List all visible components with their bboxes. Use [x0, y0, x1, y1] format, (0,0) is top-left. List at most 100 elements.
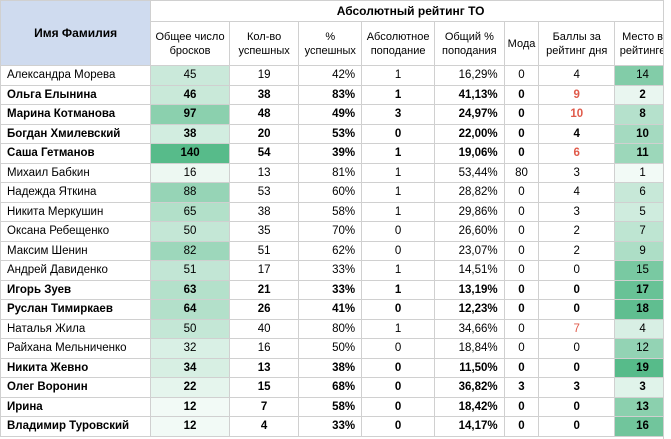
cell-success-pct[interactable]: 41%: [298, 299, 363, 320]
cell-name[interactable]: Ирина: [0, 396, 152, 417]
cell-abs-hit[interactable]: 0: [361, 396, 436, 417]
cell-success[interactable]: 16: [228, 338, 300, 359]
cell-abs-hit[interactable]: 1: [361, 65, 436, 86]
cell-abs-hit[interactable]: 0: [361, 299, 436, 320]
cell-success-pct[interactable]: 49%: [298, 104, 363, 125]
cell-throws[interactable]: 50: [150, 221, 230, 242]
cell-name[interactable]: Руслан Тимиркаев: [0, 299, 152, 320]
cell-score[interactable]: 0: [538, 338, 616, 359]
cell-name[interactable]: Никита Жевно: [0, 357, 152, 378]
header-abs-hit[interactable]: Абсолютное поподание: [361, 21, 436, 66]
cell-mode[interactable]: 0: [503, 65, 540, 86]
cell-name[interactable]: Оксана Ребещенко: [0, 221, 152, 242]
cell-name[interactable]: Наталья Жила: [0, 318, 152, 339]
cell-name[interactable]: Надежда Яткина: [0, 182, 152, 203]
cell-score[interactable]: 3: [538, 201, 616, 222]
header-success[interactable]: Кол-во успешных: [228, 21, 300, 66]
cell-score[interactable]: 0: [538, 260, 616, 281]
cell-throws[interactable]: 34: [150, 357, 230, 378]
cell-throws[interactable]: 12: [150, 396, 230, 417]
cell-name[interactable]: Олег Воронин: [0, 377, 152, 398]
cell-throws[interactable]: 45: [150, 65, 230, 86]
cell-mode[interactable]: 0: [503, 318, 540, 339]
cell-abs-hit[interactable]: 0: [361, 221, 436, 242]
cell-total-pct[interactable]: 12,23%: [434, 299, 505, 320]
cell-success[interactable]: 4: [228, 416, 300, 437]
cell-total-pct[interactable]: 22,00%: [434, 123, 505, 144]
header-score[interactable]: Баллы за рейтинг дня: [538, 21, 616, 66]
cell-mode[interactable]: 80: [503, 162, 540, 183]
header-success-pct[interactable]: % успешных: [298, 21, 363, 66]
cell-success-pct[interactable]: 70%: [298, 221, 363, 242]
cell-success-pct[interactable]: 81%: [298, 162, 363, 183]
cell-success[interactable]: 20: [228, 123, 300, 144]
cell-success[interactable]: 13: [228, 357, 300, 378]
cell-total-pct[interactable]: 24,97%: [434, 104, 505, 125]
cell-success-pct[interactable]: 80%: [298, 318, 363, 339]
cell-name[interactable]: Игорь Зуев: [0, 279, 152, 300]
cell-total-pct[interactable]: 28,82%: [434, 182, 505, 203]
cell-throws[interactable]: 32: [150, 338, 230, 359]
cell-total-pct[interactable]: 19,06%: [434, 143, 505, 164]
cell-total-pct[interactable]: 18,42%: [434, 396, 505, 417]
cell-success[interactable]: 54: [228, 143, 300, 164]
cell-total-pct[interactable]: 14,51%: [434, 260, 505, 281]
cell-abs-hit[interactable]: 3: [361, 104, 436, 125]
cell-score[interactable]: 10: [538, 104, 616, 125]
cell-success[interactable]: 51: [228, 240, 300, 261]
cell-place[interactable]: 11: [614, 143, 671, 164]
cell-mode[interactable]: 0: [503, 299, 540, 320]
cell-name[interactable]: Владимир Туровский: [0, 416, 152, 437]
cell-score[interactable]: 0: [538, 416, 616, 437]
cell-success[interactable]: 35: [228, 221, 300, 242]
cell-score[interactable]: 0: [538, 299, 616, 320]
cell-throws[interactable]: 82: [150, 240, 230, 261]
cell-place[interactable]: 7: [614, 221, 671, 242]
cell-abs-hit[interactable]: 0: [361, 416, 436, 437]
cell-place[interactable]: 15: [614, 260, 671, 281]
cell-success[interactable]: 17: [228, 260, 300, 281]
cell-score[interactable]: 2: [538, 240, 616, 261]
cell-place[interactable]: 19: [614, 357, 671, 378]
cell-total-pct[interactable]: 13,19%: [434, 279, 505, 300]
cell-abs-hit[interactable]: 1: [361, 318, 436, 339]
cell-success-pct[interactable]: 42%: [298, 65, 363, 86]
cell-abs-hit[interactable]: 0: [361, 123, 436, 144]
cell-total-pct[interactable]: 29,86%: [434, 201, 505, 222]
cell-place[interactable]: 18: [614, 299, 671, 320]
cell-abs-hit[interactable]: 0: [361, 338, 436, 359]
cell-place[interactable]: 4: [614, 318, 671, 339]
cell-throws[interactable]: 46: [150, 84, 230, 105]
cell-success-pct[interactable]: 50%: [298, 338, 363, 359]
cell-success[interactable]: 26: [228, 299, 300, 320]
cell-score[interactable]: 0: [538, 279, 616, 300]
cell-mode[interactable]: 0: [503, 143, 540, 164]
cell-place[interactable]: 10: [614, 123, 671, 144]
cell-success-pct[interactable]: 33%: [298, 279, 363, 300]
cell-throws[interactable]: 12: [150, 416, 230, 437]
cell-throws[interactable]: 64: [150, 299, 230, 320]
cell-score[interactable]: 3: [538, 162, 616, 183]
cell-total-pct[interactable]: 11,50%: [434, 357, 505, 378]
cell-throws[interactable]: 88: [150, 182, 230, 203]
cell-throws[interactable]: 65: [150, 201, 230, 222]
cell-total-pct[interactable]: 34,66%: [434, 318, 505, 339]
cell-place[interactable]: 1: [614, 162, 671, 183]
header-total-pct[interactable]: Общий % поподания: [434, 21, 505, 66]
cell-mode[interactable]: 0: [503, 221, 540, 242]
cell-abs-hit[interactable]: 1: [361, 201, 436, 222]
cell-success-pct[interactable]: 33%: [298, 260, 363, 281]
cell-score[interactable]: 4: [538, 182, 616, 203]
cell-score[interactable]: 9: [538, 84, 616, 105]
cell-success[interactable]: 7: [228, 396, 300, 417]
cell-mode[interactable]: 0: [503, 357, 540, 378]
header-place[interactable]: Место в рейтинге: [614, 21, 671, 66]
cell-total-pct[interactable]: 14,17%: [434, 416, 505, 437]
cell-abs-hit[interactable]: 1: [361, 162, 436, 183]
cell-success-pct[interactable]: 68%: [298, 377, 363, 398]
cell-name[interactable]: Никита Меркушин: [0, 201, 152, 222]
header-throws[interactable]: Общее число бросков: [150, 21, 230, 66]
cell-total-pct[interactable]: 26,60%: [434, 221, 505, 242]
cell-abs-hit[interactable]: 1: [361, 182, 436, 203]
cell-success-pct[interactable]: 33%: [298, 416, 363, 437]
